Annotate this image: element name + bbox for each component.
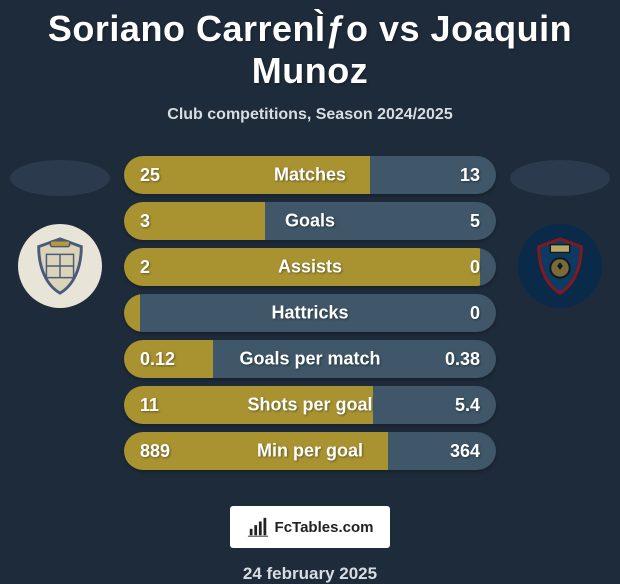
player-left-column bbox=[0, 156, 120, 308]
metric-left-value: 889 bbox=[140, 441, 170, 462]
shield-icon bbox=[529, 235, 591, 297]
player-left-ellipse bbox=[10, 160, 110, 196]
metric-row: 11 5.4 Shots per goal bbox=[124, 386, 496, 424]
player-right-column bbox=[500, 156, 620, 308]
club-crest-right bbox=[518, 224, 602, 308]
metric-row: 2 0 Assists bbox=[124, 248, 496, 286]
metric-right-value: 5.4 bbox=[455, 395, 480, 416]
metric-row: 0 0 Hattricks bbox=[124, 294, 496, 332]
metric-right-value: 0 bbox=[470, 257, 480, 278]
page-title: Soriano CarrenÌƒo vs Joaquin Munoz bbox=[0, 0, 620, 92]
metric-right-value: 0 bbox=[470, 303, 480, 324]
metric-right-value: 0.38 bbox=[445, 349, 480, 370]
branding-logo: FcTables.com bbox=[230, 506, 390, 548]
date-label: 24 february 2025 bbox=[0, 564, 620, 584]
metric-row: 3 5 Goals bbox=[124, 202, 496, 240]
metric-left-segment: 0.12 bbox=[124, 340, 213, 378]
metric-left-value: 25 bbox=[140, 165, 160, 186]
metric-name: Shots per goal bbox=[247, 395, 372, 416]
metric-name: Min per goal bbox=[257, 441, 363, 462]
metric-bars: 2513Matches35Goals20Assists00Hattricks0.… bbox=[120, 156, 500, 478]
comparison-layout: 2513Matches35Goals20Assists00Hattricks0.… bbox=[0, 156, 620, 478]
metric-right-value: 5 bbox=[470, 211, 480, 232]
page-subtitle: Club competitions, Season 2024/2025 bbox=[0, 106, 620, 124]
metric-right-value: 364 bbox=[450, 441, 480, 462]
metric-row: 25 13 Matches bbox=[124, 156, 496, 194]
metric-left-value: 3 bbox=[140, 211, 150, 232]
metric-right-value: 13 bbox=[460, 165, 480, 186]
metric-name: Assists bbox=[278, 257, 342, 278]
player-right-ellipse bbox=[510, 160, 610, 196]
branding-text: FcTables.com bbox=[275, 519, 374, 536]
metric-left-value: 2 bbox=[140, 257, 150, 278]
metric-right-segment: 13 bbox=[370, 156, 496, 194]
metric-name: Matches bbox=[274, 165, 346, 186]
metric-row: 0.12 0.38 Goals per match bbox=[124, 340, 496, 378]
metric-left-value: 11 bbox=[140, 395, 159, 416]
metric-right-segment: 364 bbox=[388, 432, 496, 470]
bar-chart-icon bbox=[247, 516, 269, 538]
metric-row: 889 364 Min per goal bbox=[124, 432, 496, 470]
club-crest-left bbox=[18, 224, 102, 308]
metric-name: Goals bbox=[285, 211, 335, 232]
metric-name: Hattricks bbox=[271, 303, 348, 324]
metric-right-segment: 5.4 bbox=[373, 386, 496, 424]
metric-left-segment: 3 bbox=[124, 202, 265, 240]
metric-left-value: 0.12 bbox=[140, 349, 175, 370]
shield-icon bbox=[29, 235, 91, 297]
metric-name: Goals per match bbox=[239, 349, 380, 370]
metric-left-segment: 0 bbox=[124, 294, 140, 332]
metric-right-segment: 0 bbox=[480, 248, 496, 286]
